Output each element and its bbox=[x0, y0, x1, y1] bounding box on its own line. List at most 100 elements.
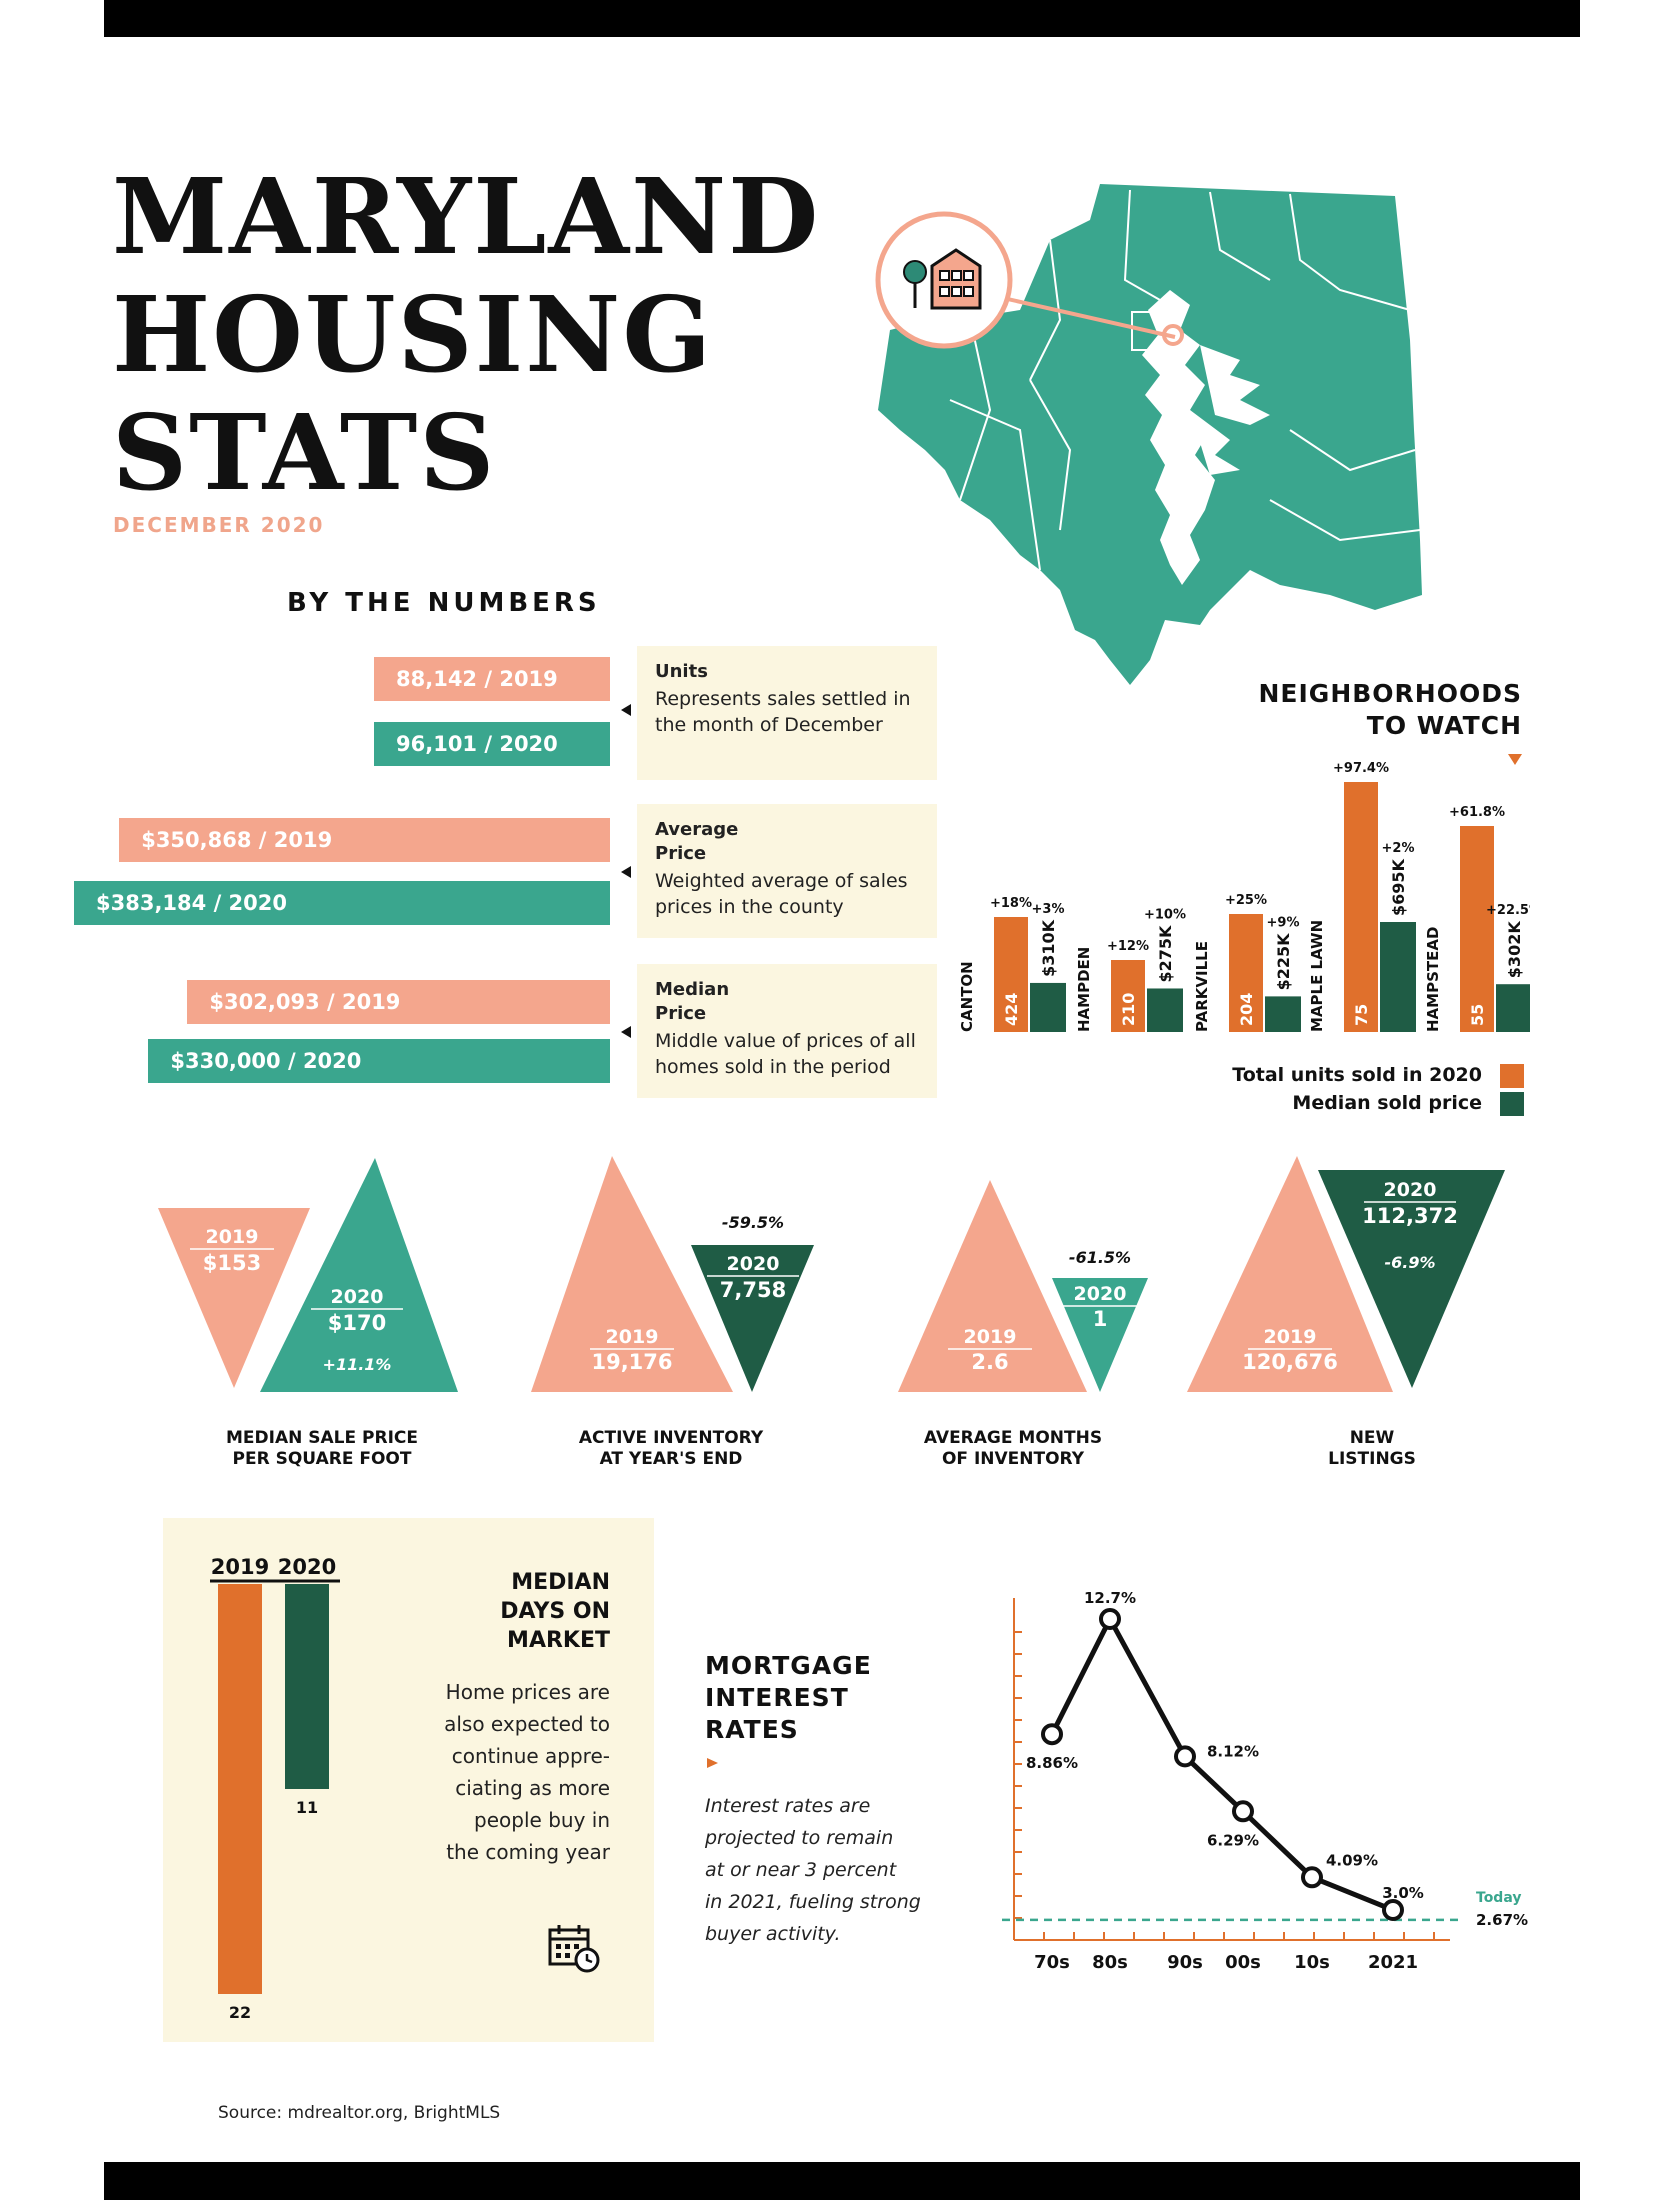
triangle-2020 bbox=[260, 1158, 458, 1392]
rate-point bbox=[1382, 1899, 1404, 1921]
neighborhood-label: HAMPDEN bbox=[1075, 947, 1093, 1032]
price-value-label: $302K bbox=[1505, 921, 1524, 979]
price-bar bbox=[1147, 988, 1183, 1032]
rate-point bbox=[1301, 1866, 1323, 1889]
triangle-2019 bbox=[898, 1180, 1087, 1392]
mortgage-title-line-1: MORTGAGE bbox=[705, 1651, 872, 1680]
days-desc-line-1: Home prices are bbox=[445, 1680, 610, 1704]
mortgage-desc-line-3: at or near 3 percent bbox=[705, 1859, 897, 1881]
units-pointer bbox=[621, 704, 631, 716]
decade-label: 90s bbox=[1167, 1952, 1203, 1973]
mortgage-arrow-icon bbox=[707, 1758, 718, 1768]
title-line-3: STATS bbox=[112, 391, 497, 514]
triangle-2019 bbox=[158, 1208, 310, 1388]
mortgage-title-line-3: RATES bbox=[705, 1715, 799, 1744]
units-bar bbox=[1344, 782, 1378, 1032]
bay-inlet bbox=[1200, 345, 1270, 425]
caption-months-inventory-line-2: OF INVENTORY bbox=[941, 1449, 1085, 1469]
neighborhoods-heading-line-2: TO WATCH bbox=[1366, 711, 1522, 740]
triangle-comparisons: 2019$1532020$170+11.1%201919,17620207,75… bbox=[158, 1156, 1505, 1392]
days-on-market-title: MEDIAN DAYS ON MARKET bbox=[430, 1568, 610, 1655]
decade-label: 80s bbox=[1092, 1952, 1128, 1973]
units-value-label: 424 bbox=[1002, 993, 1021, 1026]
rate-point bbox=[1041, 1723, 1063, 1746]
days-on-market-chart: 2019 22 2020 11 bbox=[210, 1555, 340, 2022]
caption-active-inventory: ACTIVE INVENTORY AT YEAR'S END bbox=[531, 1428, 811, 1470]
title-line-1: MARYLAND bbox=[112, 155, 821, 278]
decade-label: 70s bbox=[1034, 1952, 1070, 1973]
mortgage-rates-chart: Today 2.67% 8.86% 70s 12.7% 80s 8.12% 90s 6.29% 0… bbox=[1002, 1589, 1528, 1973]
rate-point bbox=[1099, 1608, 1121, 1630]
change-label: -61.5% bbox=[1069, 1248, 1131, 1267]
neighborhoods-heading: NEIGHBORHOODS TO WATCH bbox=[1200, 678, 1522, 742]
units-change-label: +61.8% bbox=[1449, 805, 1505, 820]
days-desc-line-4: ciating as more bbox=[455, 1776, 610, 1800]
price-change-label: +3% bbox=[1032, 902, 1065, 917]
rate-point bbox=[1232, 1800, 1254, 1823]
units-change-label: +25% bbox=[1225, 893, 1267, 908]
source-note: Source: mdrealtor.org, BrightMLS bbox=[218, 2103, 501, 2123]
neighborhoods-chart: CANTON 424 +18% $310K +3% HAMPDEN 210 +12% $275K… bbox=[958, 761, 1530, 1032]
price-change-label: +2% bbox=[1382, 841, 1415, 856]
days-title-line-3: MARKET bbox=[507, 1628, 610, 1653]
median-price-info: Median Price Middle value of prices of a… bbox=[637, 964, 937, 1098]
units-2020-bar: 96,101 / 2020 bbox=[374, 722, 610, 766]
caption-active-inventory-line-1: ACTIVE INVENTORY bbox=[578, 1428, 764, 1448]
calendar-clock-icon bbox=[548, 1925, 600, 1973]
price-bar bbox=[1496, 984, 1530, 1032]
legend-units-label: Total units sold in 2020 bbox=[1232, 1064, 1482, 1086]
median-price-description: Middle value of prices of all homes sold… bbox=[655, 1030, 916, 1078]
price-change-label: +22.5% bbox=[1486, 903, 1530, 918]
average-price-title: Average Price bbox=[655, 819, 739, 864]
units-value-label: 210 bbox=[1119, 993, 1138, 1026]
price-bar bbox=[1380, 922, 1416, 1032]
caption-price-sqft-line-1: MEDIAN SALE PRICE bbox=[226, 1428, 418, 1448]
mortgage-desc-line-1: Interest rates are bbox=[705, 1795, 871, 1817]
days-on-market-description: Home prices are also expected to continu… bbox=[420, 1676, 610, 1868]
rate-value-label: 6.29% bbox=[1207, 1831, 1259, 1849]
days-desc-line-2: also expected to bbox=[444, 1712, 610, 1736]
today-label: Today bbox=[1476, 1890, 1521, 1906]
year-2020-label: 2020 bbox=[1074, 1283, 1127, 1305]
caption-active-inventory-line-2: AT YEAR'S END bbox=[599, 1449, 743, 1469]
days-title-line-2: DAYS ON bbox=[500, 1599, 610, 1624]
change-label: -6.9% bbox=[1384, 1253, 1435, 1272]
map-land bbox=[878, 184, 1422, 685]
price-value-label: $695K bbox=[1389, 858, 1408, 916]
rate-value-label: 8.86% bbox=[1026, 1754, 1078, 1772]
units-2019-bar: 88,142 / 2019 bbox=[374, 657, 610, 701]
price-change-label: +10% bbox=[1144, 907, 1186, 922]
price-value-label: $275K bbox=[1156, 925, 1175, 983]
by-the-numbers-heading: BY THE NUMBERS bbox=[287, 588, 601, 618]
caption-new-listings-line-2: LISTINGS bbox=[1328, 1449, 1416, 1469]
caption-new-listings-line-1: NEW bbox=[1349, 1428, 1395, 1448]
mortgage-title-line-2: INTEREST bbox=[705, 1683, 849, 1712]
bottom-bar bbox=[104, 2162, 1580, 2200]
rate-value-label: 4.09% bbox=[1326, 1851, 1378, 1869]
value-2019-label: 19,176 bbox=[591, 1350, 672, 1374]
house-tree-icon bbox=[903, 248, 982, 310]
units-info: Units Represents sales settled in the mo… bbox=[637, 646, 937, 780]
days-desc-line-6: the coming year bbox=[446, 1840, 610, 1864]
units-bar bbox=[994, 917, 1028, 1032]
rate-value-label: 12.7% bbox=[1084, 1589, 1136, 1607]
triangle-2020 bbox=[691, 1245, 814, 1392]
value-2020-label: 1 bbox=[1093, 1307, 1108, 1331]
units-bar bbox=[1111, 960, 1145, 1032]
maryland-map bbox=[875, 184, 1422, 685]
year-2020-label: 2020 bbox=[727, 1253, 780, 1275]
mortgage-desc-line-4: in 2021, fueling strong bbox=[705, 1891, 921, 1913]
neighborhood-label: CANTON bbox=[958, 961, 976, 1032]
units-bar bbox=[1460, 826, 1494, 1032]
mortgage-title: MORTGAGE INTEREST RATES bbox=[705, 1650, 872, 1746]
price-bar bbox=[1265, 996, 1301, 1032]
units-change-label: +97.4% bbox=[1333, 761, 1389, 776]
triangle-2019 bbox=[531, 1156, 733, 1392]
year-2020-label: 2020 bbox=[331, 1286, 384, 1308]
triangle-2019 bbox=[1187, 1156, 1393, 1392]
days-value-label: 11 bbox=[296, 1798, 318, 1817]
units-change-label: +12% bbox=[1107, 939, 1149, 954]
days-bar bbox=[285, 1584, 329, 1789]
rate-point bbox=[1174, 1745, 1196, 1768]
units-value-label: 75 bbox=[1352, 1004, 1371, 1026]
